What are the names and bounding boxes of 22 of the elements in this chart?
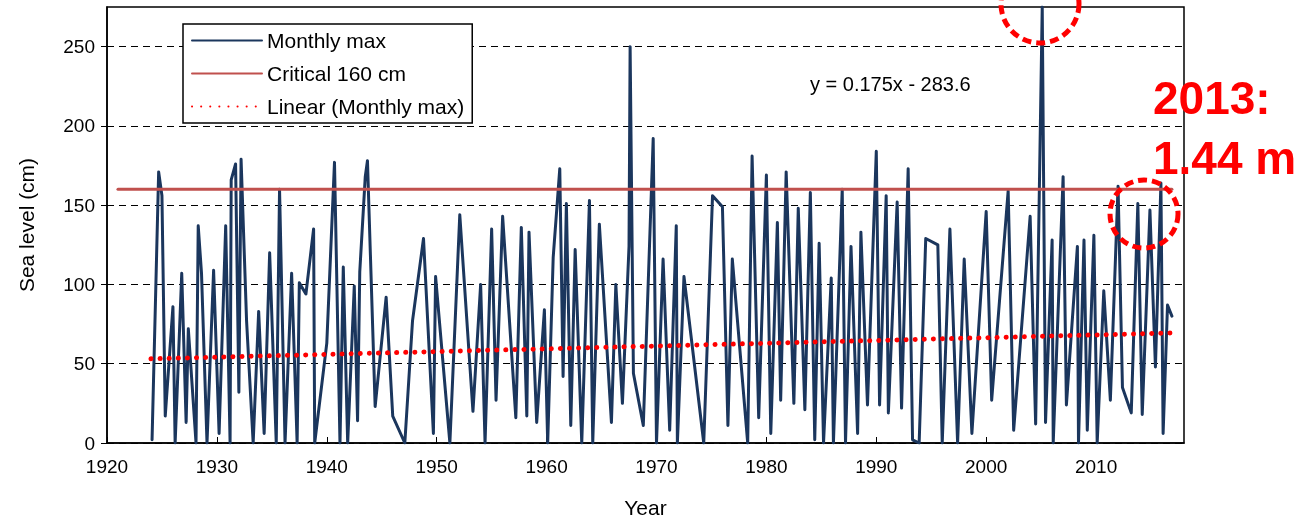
x-tick-label: 1940 [305, 456, 348, 477]
x-tick-label: 1960 [525, 456, 568, 477]
x-tick-label: 1920 [85, 456, 129, 477]
x-tick-label: 1980 [745, 456, 788, 477]
y-tick-label: 50 [73, 353, 95, 375]
y-tick-label: 200 [63, 115, 95, 137]
x-tick-label: 1930 [195, 456, 239, 477]
x-axis-title: Year [624, 496, 667, 519]
legend-label: Linear (Monthly max) [267, 95, 465, 118]
annotation: y = 0.175x - 283.6 [810, 73, 971, 95]
y-tick-label: 0 [84, 432, 95, 454]
x-tick-label: 1950 [415, 456, 458, 477]
y-axis-title: Sea level (cm) [15, 157, 38, 293]
x-tick-label: 1990 [855, 456, 898, 477]
x-tick-label: 2010 [1074, 456, 1118, 477]
legend-label: Monthly max [267, 29, 387, 52]
legend-label: Critical 160 cm [267, 62, 406, 85]
y-tick-label: 250 [63, 36, 95, 58]
x-tick-label: 2000 [965, 456, 1008, 477]
x-tick-label: 1970 [635, 456, 678, 477]
y-tick-label: 100 [63, 273, 95, 295]
y-tick-label: 150 [63, 194, 95, 216]
